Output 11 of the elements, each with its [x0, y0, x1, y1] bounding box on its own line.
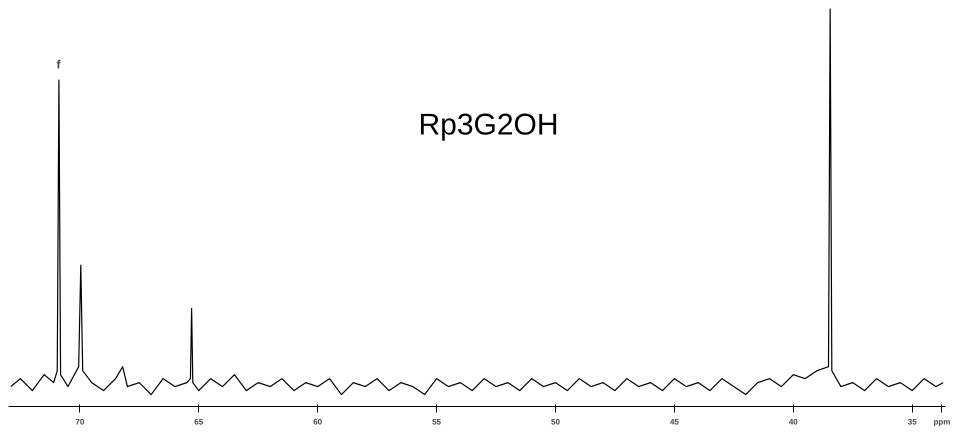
x-tick-label: 60 — [313, 418, 323, 426]
x-tick-label: ppm — [933, 418, 950, 426]
x-tick-label: 70 — [75, 418, 85, 426]
x-tick-label: 50 — [551, 418, 560, 426]
annotation: f — [56, 58, 62, 72]
x-tick-label: 35 — [908, 418, 918, 426]
text: Rp3G2OH — [418, 108, 559, 142]
x-tick-label: 55 — [432, 418, 442, 426]
x-tick-label: 40 — [788, 418, 798, 426]
x-tick-label: 65 — [194, 418, 204, 426]
x-tick-label: 45 — [670, 418, 680, 426]
